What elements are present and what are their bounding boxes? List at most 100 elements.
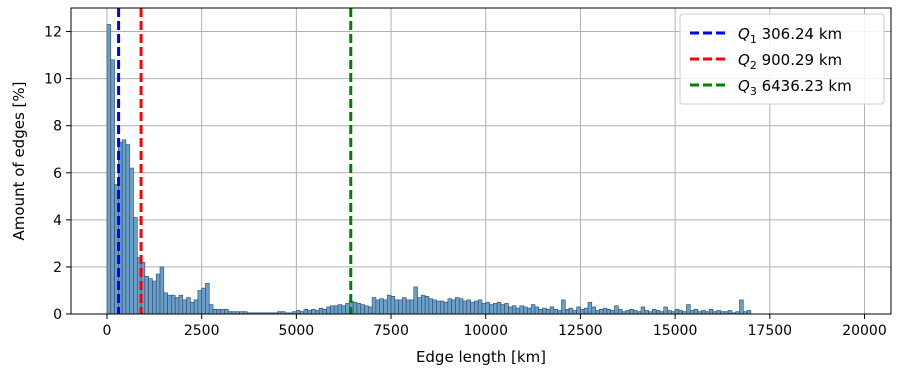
- histogram-bar-118: [553, 308, 558, 315]
- histogram-bar-107: [511, 305, 517, 315]
- histogram-bar-101: [489, 304, 494, 315]
- histogram-bar-150: [674, 308, 680, 315]
- histogram-bar-159: [708, 308, 714, 315]
- y-axis-label: Amount of edges [%]: [10, 82, 28, 241]
- y-tick-label-2: 4: [53, 213, 62, 229]
- y-tick-label-1: 2: [53, 260, 62, 276]
- histogram-bar-128: [591, 306, 596, 315]
- histogram-bar-10: [144, 276, 149, 315]
- legend-label-value: 900.29 km: [757, 51, 842, 69]
- y-tick-label-3: 6: [53, 166, 62, 182]
- legend-label-2: Q2 900.29 km: [738, 51, 842, 72]
- histogram-bar-72: [379, 298, 384, 315]
- histogram-bar-161: [716, 310, 721, 315]
- histogram-bar-28: [212, 308, 218, 315]
- legend-label-subscript: 3: [750, 85, 757, 98]
- histogram-bars: [106, 24, 752, 315]
- histogram-bar-85: [428, 298, 434, 315]
- histogram-bar-117: [549, 306, 555, 315]
- histogram-bar-102: [493, 303, 498, 315]
- histogram-bar-104: [500, 304, 505, 315]
- legend-label-symbol: Q: [738, 77, 750, 95]
- histogram-bar-14: [159, 266, 165, 315]
- histogram-bar-135: [617, 308, 623, 315]
- histogram-bar-86: [432, 299, 437, 315]
- x-tick-label-4: 10000: [463, 323, 508, 339]
- histogram-bar-81: [413, 286, 418, 315]
- legend-label-subscript: 1: [750, 33, 757, 46]
- histogram-bar-69: [368, 306, 373, 315]
- histogram-bar-74: [386, 294, 392, 315]
- histogram-bar-90: [447, 298, 452, 315]
- histogram-bar-129: [595, 310, 600, 315]
- x-tick-label-2: 5000: [279, 323, 315, 339]
- histogram-bar-62: [341, 305, 346, 315]
- histogram-bar-124: [576, 306, 581, 315]
- legend-box: [679, 13, 885, 105]
- histogram-bar-79: [405, 299, 411, 315]
- histogram-bar-127: [587, 301, 593, 315]
- histogram-bar-7: [133, 217, 138, 315]
- histogram-bar-77: [398, 299, 403, 315]
- histogram-bar-148: [667, 310, 672, 315]
- x-tick-label-6: 15000: [653, 323, 698, 339]
- histogram-bar-155: [693, 308, 699, 315]
- histogram-bar-53: [307, 310, 312, 315]
- y-tick-label-4: 8: [53, 119, 62, 135]
- histogram-bar-108: [515, 307, 521, 315]
- x-tick-label-7: 17500: [748, 323, 793, 339]
- histogram-bar-80: [409, 299, 415, 315]
- x-tick-label-1: 2500: [184, 323, 220, 339]
- quartile-lines: [117, 8, 353, 314]
- legend-label-symbol: Q: [738, 51, 750, 69]
- x-axis-ticks: 0 2500 5000 7500 10000 12500 15000 17500 20000: [103, 314, 887, 339]
- histogram-bar-119: [557, 310, 562, 315]
- histogram-bar-59: [330, 305, 335, 315]
- histogram-bar-106: [508, 306, 513, 315]
- histogram-bar-164: [727, 310, 733, 315]
- histogram-bar-89: [443, 301, 449, 315]
- histogram-bar-116: [546, 308, 551, 315]
- histogram-bar-75: [390, 296, 396, 315]
- histogram-bar-67: [360, 304, 365, 315]
- histogram-bar-60: [333, 305, 339, 315]
- histogram-bar-21: [186, 297, 191, 315]
- histogram-bar-134: [614, 305, 619, 315]
- histogram-bar-125: [580, 308, 585, 315]
- histogram-bar-99: [481, 303, 487, 315]
- legend-label-subscript: 2: [750, 59, 757, 72]
- histogram-bar-94: [462, 300, 468, 315]
- histogram-bar-26: [205, 283, 210, 315]
- histogram-bar-111: [527, 307, 532, 315]
- y-axis-ticks: 0 2 4 6 8 10 12: [44, 25, 71, 323]
- histogram-bar-4: [121, 139, 127, 315]
- histogram-bar-83: [421, 294, 426, 315]
- histogram-bar-15: [163, 292, 168, 315]
- histogram-bar-68: [364, 305, 369, 315]
- histogram-bar-57: [322, 308, 327, 315]
- histogram-bar-153: [686, 304, 691, 315]
- histogram-bar-122: [568, 307, 574, 315]
- histogram-bar-139: [633, 310, 638, 315]
- histogram-bar-50: [296, 310, 301, 315]
- histogram-bar-133: [610, 310, 615, 315]
- histogram-bar-78: [402, 297, 407, 315]
- histogram-bar-61: [337, 304, 343, 315]
- histogram-bar-19: [178, 294, 184, 315]
- histogram-bar-58: [326, 306, 331, 315]
- histogram-bar-138: [629, 308, 634, 315]
- histogram-bar-132: [606, 308, 612, 315]
- histogram-bar-112: [530, 304, 536, 315]
- histogram-bar-130: [599, 308, 604, 315]
- histogram-bar-123: [572, 310, 577, 315]
- histogram-bar-6: [129, 167, 134, 315]
- histogram-bar-84: [424, 296, 430, 315]
- histogram-bar-22: [190, 301, 195, 315]
- histogram-bar-154: [689, 310, 695, 315]
- histogram-bar-137: [625, 310, 630, 315]
- histogram-bar-23: [193, 299, 199, 315]
- histogram-bar-169: [746, 310, 752, 315]
- y-tick-label-0: 0: [53, 307, 62, 323]
